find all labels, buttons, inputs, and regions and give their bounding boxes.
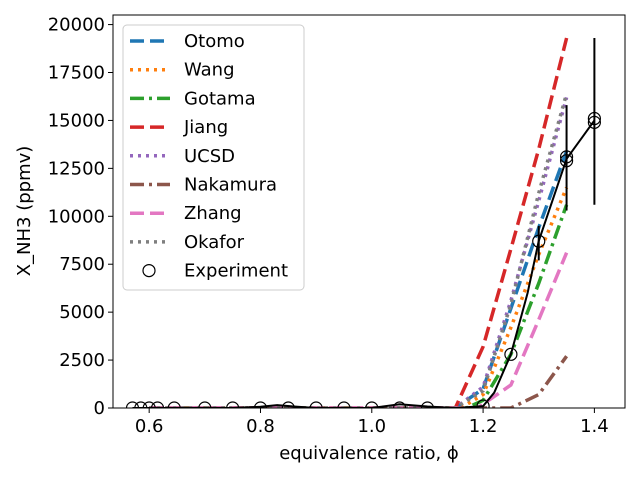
y-axis: 0 2500 5000 7500 10000 12500 15000 17500 20000 [48,15,113,419]
experiment-point [142,401,156,408]
y-tick-label: 2500 [59,350,105,371]
experiment-point [281,401,295,408]
experiment-point [337,401,351,408]
experiment-point [420,401,435,408]
experiment-point [587,115,601,129]
legend-marker-experiment [142,264,156,278]
experiment-point [309,401,323,408]
experiment-point [587,111,601,126]
x-tick-label: 0.8 [246,416,275,437]
x-tick-label: 1.4 [580,416,609,437]
legend-label-ucsd: UCSD [184,146,235,167]
legend-label-gotama: Gotama [184,88,256,109]
x-tick-label: 1.2 [469,416,498,437]
experiment-point [134,401,148,408]
legend-frame [122,24,305,291]
x-axis: 0.6 0.8 1.0 1.2 1.4 [135,408,609,437]
experiment-point [150,401,165,408]
legend-label-zhang: Zhang [184,203,242,224]
experiment-point [532,234,546,248]
plot-area [125,37,601,408]
experiment-point [198,401,212,408]
y-tick-label: 20000 [48,15,105,36]
experiment-trend-line [132,119,596,408]
series-line-jiang [149,37,569,408]
experiment-point [559,154,574,168]
experiment-point [226,401,240,408]
y-tick-label: 7500 [59,254,105,275]
experiment-point [253,401,268,408]
y-tick-label: 12500 [48,158,105,179]
legend-label-otomo: Otomo [184,31,245,52]
experiment-point [393,401,407,408]
x-tick-label: 1.0 [357,416,386,437]
y-axis-label: X_NH3 (ppmv) [14,146,35,277]
experiment-point [559,150,574,164]
x-tick-label: 0.6 [135,416,164,437]
legend: Otomo Wang Gotama Jiang UCSD Nakamura Zhang Oka… [122,24,305,291]
y-tick-label: 15000 [48,110,105,131]
legend-label-nakamura: Nakamura [184,175,277,196]
y-tick-label: 0 [94,398,105,419]
y-tick-label: 17500 [48,63,105,84]
legend-label-experiment: Experiment [184,261,288,282]
experiment-point [125,401,140,408]
experiment-point [167,401,181,408]
legend-label-okafor: Okafor [184,232,245,253]
series-line-nakamura [149,355,569,408]
y-tick-label: 10000 [48,206,105,227]
series-line-okafor [149,93,569,408]
legend-label-jiang: Jiang [183,117,228,138]
y-tick-label: 5000 [59,302,105,323]
series-line-zhang [149,252,569,408]
experiment-point [365,401,379,408]
plot-frame [112,14,626,409]
legend-label-wang: Wang [184,60,235,81]
experiment-point [504,347,518,361]
experiment-point [476,399,490,408]
x-axis-label: equivalence ratio, ϕ [279,443,459,464]
